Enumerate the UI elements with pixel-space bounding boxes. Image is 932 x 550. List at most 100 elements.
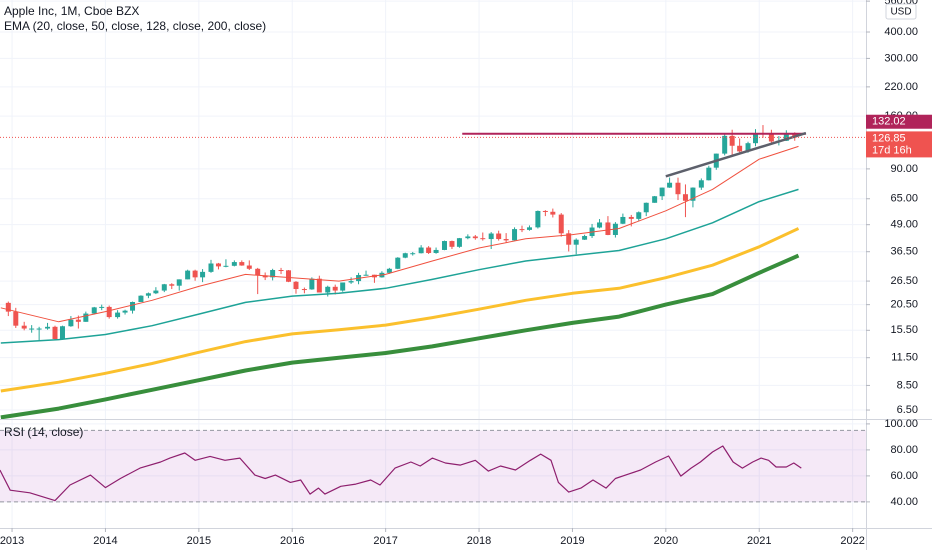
level-tag xyxy=(866,114,932,129)
y-tick-label: 220.00 xyxy=(884,81,918,93)
candle-body xyxy=(418,247,424,254)
candle-body xyxy=(605,222,611,235)
candle-body xyxy=(138,295,144,302)
candle-body xyxy=(13,311,19,326)
candle-body xyxy=(325,286,331,293)
candle-body xyxy=(542,210,548,212)
candle-body xyxy=(620,216,626,224)
candle-body xyxy=(83,313,89,322)
y-tick-label: 26.50 xyxy=(890,275,918,287)
candle-body xyxy=(488,233,494,240)
level-tag-label: 132.02 xyxy=(872,116,906,128)
candle-body xyxy=(286,270,292,282)
x-tick-label: 2013 xyxy=(0,535,24,547)
rsi-band xyxy=(0,430,866,502)
candle-body xyxy=(737,145,743,152)
rsi-line xyxy=(0,445,802,502)
candle-body xyxy=(231,262,237,266)
candle-body xyxy=(36,328,42,330)
candle-body xyxy=(239,262,245,266)
x-tick-label: 2015 xyxy=(187,535,211,547)
candle-body xyxy=(433,249,439,253)
y-tick-label: 15.50 xyxy=(890,324,918,336)
candle-body xyxy=(745,143,751,152)
candle-body xyxy=(667,182,673,188)
candle-body xyxy=(29,328,35,330)
candle-body xyxy=(278,270,284,272)
candle-body xyxy=(223,265,229,267)
x-tick-label: 2018 xyxy=(467,535,491,547)
y-tick-label: 65.00 xyxy=(890,193,918,205)
candle-body xyxy=(682,194,688,201)
candle-body xyxy=(5,302,11,312)
x-tick-label: 2021 xyxy=(747,535,771,547)
candle-body xyxy=(246,265,252,269)
candle-body xyxy=(480,238,486,240)
currency-box[interactable] xyxy=(885,3,917,20)
x-tick-label: 2016 xyxy=(280,535,304,547)
candle-body xyxy=(426,247,432,253)
ema-line xyxy=(0,253,800,420)
candle-body xyxy=(340,282,346,291)
last-price-tag xyxy=(866,131,932,158)
candle-body xyxy=(550,211,556,215)
y-tick-label: 6.50 xyxy=(897,404,918,416)
candle-body xyxy=(255,268,261,276)
candle-body xyxy=(270,270,276,278)
candle-body xyxy=(45,326,51,329)
candle-body xyxy=(145,293,151,296)
candle-body xyxy=(597,222,603,228)
candle-body xyxy=(753,133,759,144)
x-tick-label: 2017 xyxy=(373,535,397,547)
candle-body xyxy=(698,180,704,188)
x-tick-label: 2019 xyxy=(560,535,584,547)
candle-body xyxy=(200,271,206,278)
candle-body xyxy=(215,263,221,267)
y-tick-label: 100.00 xyxy=(884,418,918,430)
candle-body xyxy=(410,253,416,255)
candle-body xyxy=(99,306,105,308)
candle-body xyxy=(472,236,478,239)
candle-body xyxy=(363,274,369,276)
currency-label[interactable]: USD xyxy=(890,7,911,18)
y-tick-label: 60.00 xyxy=(890,470,918,482)
y-tick-label: 400.00 xyxy=(884,26,918,38)
candle-body xyxy=(402,253,408,258)
candle-body xyxy=(566,233,572,245)
candle-body xyxy=(503,239,509,241)
x-tick-label: 2022 xyxy=(840,535,864,547)
candle-body xyxy=(153,290,159,294)
x-tick-label: 2020 xyxy=(654,535,678,547)
candle-body xyxy=(122,310,128,313)
y-tick-label: 80.00 xyxy=(890,444,918,456)
candle-body xyxy=(348,281,354,283)
candle-body xyxy=(729,135,735,146)
candle-body xyxy=(573,239,579,245)
candle-body xyxy=(208,263,214,272)
candle-body xyxy=(395,257,401,269)
candle-body xyxy=(675,182,681,195)
ema-line xyxy=(0,227,800,393)
candle-body xyxy=(706,167,712,181)
rsi-title: RSI (14, close) xyxy=(4,425,83,439)
candle-body xyxy=(526,227,532,230)
y-tick-label: 90.00 xyxy=(890,163,918,175)
candle-body xyxy=(449,241,455,247)
candle-body xyxy=(441,241,447,250)
candle-body xyxy=(652,196,658,203)
grid-layer xyxy=(0,0,866,528)
candle-body xyxy=(169,284,175,286)
y-tick-label: 20.50 xyxy=(890,299,918,311)
y-tick-label: 11.50 xyxy=(891,352,918,364)
candle-body xyxy=(106,306,112,318)
candle-body xyxy=(130,301,136,311)
candle-body xyxy=(176,279,182,286)
candle-body xyxy=(582,236,588,240)
y-tick-label: 49.00 xyxy=(890,219,918,231)
candle-body xyxy=(512,229,518,241)
candle-body xyxy=(456,238,462,247)
candle-body xyxy=(496,233,502,240)
candle-body xyxy=(643,202,649,213)
